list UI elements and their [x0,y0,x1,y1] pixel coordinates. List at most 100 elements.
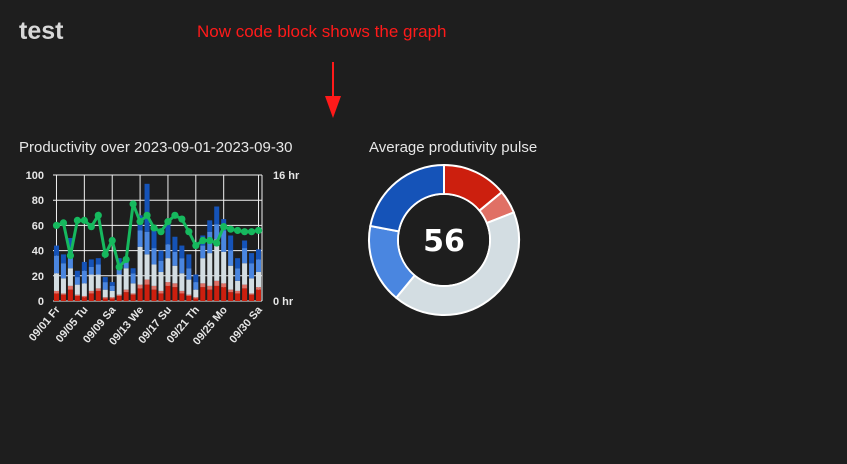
bar-segment [242,240,248,249]
pulse-point [192,241,200,250]
bar-segment [193,298,199,301]
bar-segment [235,258,241,269]
bar-segment [172,283,178,288]
pulse-point [80,216,88,224]
bar-segment [95,264,101,275]
bar-segment [172,236,178,252]
bar-segment [95,258,101,265]
bar-segment [235,290,241,294]
bar-segment [60,294,66,301]
bar-segment [102,289,108,298]
bar-segment [193,297,199,299]
y2-tick-label: 16 hr [273,170,300,182]
pulse-point [171,211,179,219]
bar-segment [102,277,108,283]
bar-segment [123,261,129,269]
bar-segment [144,254,150,280]
bar-segment [186,268,192,280]
bar-segment [144,284,150,301]
bar-segment [228,235,234,251]
pulse-point [199,236,207,245]
bar-segment [137,288,143,301]
pulse-point [115,263,123,271]
bar-segment [207,285,213,290]
bar-segment [74,294,80,296]
bar-segment [158,290,164,294]
bar-segment [151,289,157,301]
bar-segment [249,294,255,301]
bar-segment [67,238,73,251]
pulse-point [94,211,102,219]
bar-segment [74,284,80,295]
pulse-point [227,225,235,233]
bar-segment [137,230,143,247]
bar-segment [137,246,143,285]
bar-segment [74,295,80,301]
bar-segment [130,294,136,301]
y-tick-label: 0 [38,296,44,308]
bar-chart-title: Productivity over 2023-09-01-2023-09-30 [19,139,293,156]
bar-segment [214,224,220,240]
bar-segment [235,293,241,301]
bar-segment [242,263,248,285]
bar-segment [165,258,171,283]
bar-segment [53,255,59,274]
bar-segment [214,280,220,286]
bar-segment [109,297,115,299]
bar-segment [144,183,150,232]
bar-segment [116,295,122,301]
bar-segment [67,268,73,286]
donut-center-value: 56 [423,224,465,259]
bar-segment [130,293,136,295]
bar-segment [130,273,136,284]
bar-segment [74,270,80,278]
bar-segment [221,251,227,284]
bar-segment [60,263,66,279]
bar-segment [109,282,115,286]
bar-segment [221,283,227,288]
pulse-point [66,252,75,260]
bar-segment [116,294,122,296]
bar-segment [158,250,164,261]
bar-segment [221,230,227,252]
bar-segment [88,266,94,275]
bar-segment [158,293,164,301]
bar-segment [109,290,115,298]
pulse-point [122,255,130,264]
bar-segment [81,270,87,284]
productivity-donut-chart: 56 [368,163,520,316]
bar-segment [53,245,59,256]
bar-segment [165,282,171,286]
bar-segment [109,285,115,291]
bar-segment [130,283,136,294]
bar-segment [228,250,234,266]
y-tick-label: 60 [32,220,44,232]
pulse-point [254,226,263,235]
bar-segment [144,279,150,285]
bar-segment [193,282,199,290]
bar-segment [207,220,213,232]
bar-segment [256,259,262,273]
pulse-point [52,221,61,229]
bar-segment [249,278,255,294]
bar-segment [88,259,94,267]
bar-segment [123,289,129,293]
bar-segment [81,295,87,298]
bar-segment [193,274,199,283]
bar-segment [242,288,248,301]
pulse-point [178,215,186,223]
bar-segment [53,290,59,294]
bar-segment [151,285,157,290]
donut-chart-title: Average produtivity pulse [369,139,538,156]
bar-segment [67,289,73,301]
bar-segment [95,274,101,289]
bar-segment [123,268,129,290]
bar-segment [67,250,73,269]
bar-segment [81,283,87,296]
pulse-point [143,211,151,219]
bar-segment [172,251,178,266]
pulse-point [247,228,256,236]
bar-segment [186,279,192,295]
annotation-arrow [325,62,341,118]
